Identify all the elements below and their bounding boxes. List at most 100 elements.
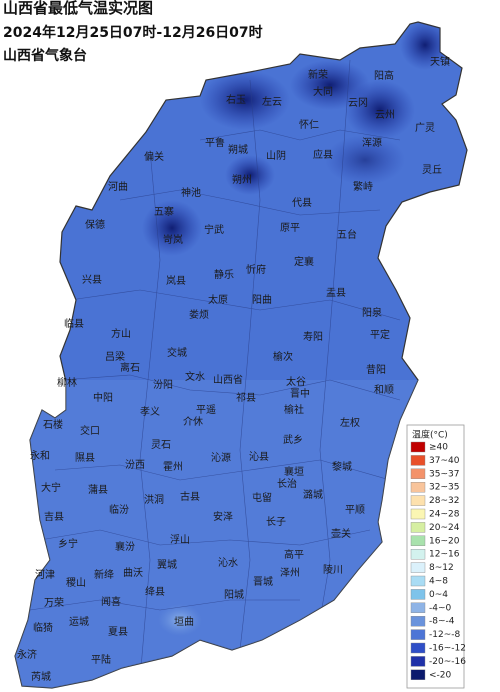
legend-swatch: [410, 575, 426, 587]
cold-area: [200, 70, 290, 130]
legend-swatch: [410, 656, 426, 667]
place-label: 阳城: [224, 589, 244, 601]
place-label: 怀仁: [299, 119, 319, 131]
legend-swatch: [410, 468, 426, 479]
cold-area: [325, 135, 405, 185]
place-label: 昔阳: [366, 364, 386, 376]
place-label: 曲沃: [123, 567, 143, 579]
place-label: 阳曲: [252, 294, 272, 306]
place-label: 高平: [284, 548, 304, 561]
map-subtitle: 2024年12月25日07时-12月26日07时: [3, 24, 263, 41]
place-label: 蒲县: [88, 483, 108, 496]
place-label: 永济: [17, 648, 37, 661]
legend-label: -20~-16: [429, 657, 466, 667]
place-label: 寿阳: [303, 330, 323, 343]
place-label: 离石: [120, 361, 140, 374]
legend-label: 24~28: [429, 510, 460, 520]
place-label: 新荣: [308, 68, 328, 81]
place-label: 灵丘: [422, 164, 442, 176]
place-label: 平顺: [345, 504, 365, 516]
place-label: 临猗: [33, 621, 53, 634]
place-label: 忻府: [246, 263, 266, 276]
place-label: 垣曲: [174, 616, 194, 628]
legend-swatch: [410, 616, 426, 627]
legend-label: 12~16: [429, 550, 460, 560]
place-label: 阳高: [374, 69, 394, 82]
legend-swatch: [410, 535, 426, 546]
place-label: 武乡: [283, 433, 303, 446]
legend-label: 32~35: [429, 483, 459, 493]
place-label: 文水: [185, 370, 205, 383]
place-label: 绛县: [145, 585, 165, 598]
legend-label: 37~40: [429, 456, 460, 466]
place-label: 古县: [180, 490, 200, 503]
legend-label: 0~4: [429, 590, 448, 600]
place-label: 黎城: [332, 460, 352, 473]
legend-label: 8~12: [429, 563, 454, 573]
place-label: 永和: [30, 449, 50, 462]
place-label: 临县: [64, 317, 84, 330]
place-label: 中阳: [93, 391, 113, 404]
place-label: 河津: [35, 569, 55, 581]
place-label: 左云: [262, 95, 282, 108]
place-label: 霍州: [163, 461, 183, 473]
place-label: 广灵: [415, 122, 435, 134]
place-label: 朔州: [232, 173, 252, 186]
place-label: 云冈: [348, 97, 368, 109]
place-label: 交城: [167, 346, 187, 359]
legend-label: -16~-12: [429, 644, 466, 654]
place-label: 孝义: [140, 406, 160, 418]
place-label: 榆次: [273, 350, 293, 363]
place-label: 石楼: [43, 418, 63, 431]
legend-swatch: [410, 482, 426, 493]
legend-label: -8~-4: [429, 617, 455, 627]
place-label: 大同: [313, 85, 333, 98]
legend-swatch: [410, 508, 426, 520]
place-label: 榆社: [284, 403, 304, 416]
county-borders: [29, 59, 401, 681]
legend-label: ≥40: [429, 443, 448, 453]
cold-area: [400, 22, 450, 70]
place-label: 翼城: [157, 559, 177, 571]
legend-label: 16~20: [429, 536, 460, 546]
place-label: 襄汾: [115, 540, 135, 553]
place-label: 陵川: [323, 564, 343, 576]
place-label: 新绛: [94, 568, 114, 581]
place-label: 定襄: [294, 255, 314, 268]
place-label: 吉县: [44, 511, 64, 523]
place-label: 闻喜: [101, 595, 121, 608]
place-label: 阳泉: [362, 306, 382, 319]
legend-label: 28~32: [429, 496, 459, 506]
place-label: 代县: [292, 197, 312, 209]
legend-label: 4~8: [429, 577, 448, 587]
cold-area: [345, 80, 415, 140]
place-label: 平鲁: [205, 136, 225, 149]
place-label: 岢岚: [163, 234, 183, 246]
place-label: 长子: [266, 516, 286, 528]
place-label: 五寨: [154, 205, 174, 218]
place-label: 临汾: [109, 503, 129, 516]
place-label: 浮山: [170, 534, 190, 546]
place-label: 平遥: [196, 403, 216, 416]
place-label: 五台: [337, 228, 357, 241]
place-label: 太原: [208, 293, 228, 306]
legend-title: 温度(°C): [412, 429, 448, 441]
place-label: 宁武: [204, 223, 224, 236]
place-label: 河曲: [108, 181, 128, 193]
legend-swatch: [410, 642, 426, 654]
cold-area: [225, 155, 275, 195]
legend-swatch: [410, 522, 426, 533]
place-label: 静乐: [214, 268, 234, 281]
place-label: 平陆: [91, 653, 111, 666]
map-title: 山西省最低气温实况图: [3, 0, 153, 17]
place-label: 汾阳: [153, 379, 173, 391]
legend-swatch: [410, 669, 426, 680]
place-label: 晋城: [253, 576, 273, 588]
place-label: 祁县: [236, 391, 256, 404]
place-label: 浑源: [362, 136, 382, 149]
legend-swatch: [410, 562, 426, 573]
place-label: 柳林: [57, 376, 77, 389]
legend-swatch: [410, 441, 426, 453]
legend-swatch: [410, 495, 426, 506]
